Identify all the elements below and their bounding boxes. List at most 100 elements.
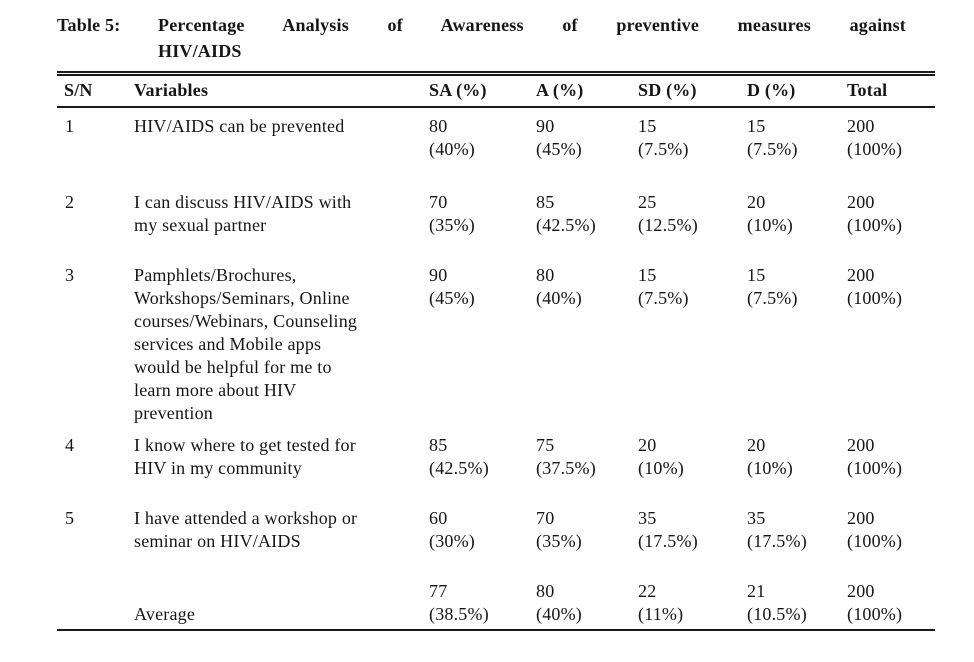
cell-d: 15 (7.5%) — [747, 107, 847, 191]
cell-a: 80 (40%) — [536, 264, 638, 434]
cell-sn: 4 — [57, 434, 134, 507]
variable-line: I have attended a workshop or — [134, 508, 358, 528]
cell-a: 85 (42.5%) — [536, 191, 638, 264]
percent-value: (10%) — [747, 215, 793, 235]
cell-total: 200 (100%) — [847, 507, 935, 580]
variable-line: seminar on HIV/AIDS — [134, 531, 301, 551]
percent-value: (30%) — [429, 531, 475, 551]
percent-value: (17.5%) — [747, 531, 807, 551]
percent-value: (11%) — [638, 604, 684, 624]
variable-line: services and Mobile apps — [134, 334, 322, 354]
count-value: 22 — [638, 581, 657, 601]
cell-a: 80 (40%) — [536, 580, 638, 631]
percent-value: (10.5%) — [747, 604, 807, 624]
cell-sn: 1 — [57, 107, 134, 191]
count-value: 90 — [429, 265, 448, 285]
data-table: S/N Variables SA (%) A (%) SD (%) D (%) … — [57, 71, 935, 631]
variable-line — [134, 580, 429, 603]
count-value: 70 — [536, 508, 555, 528]
variable-line: would be helpful for me to — [134, 357, 332, 377]
count-value: 200 — [847, 192, 875, 212]
table-row-1: 1 HIV/AIDS can be prevented 80 (40%) 90 … — [57, 107, 935, 191]
header-sa: SA (%) — [429, 71, 536, 108]
header-sd: SD (%) — [638, 71, 747, 108]
cell-sn: 2 — [57, 191, 134, 264]
count-value: 15 — [638, 116, 657, 136]
percent-value: (10%) — [638, 458, 684, 478]
percent-value: (7.5%) — [638, 288, 689, 308]
table-caption-line2: HIV/AIDS — [158, 41, 242, 61]
percent-value: (45%) — [536, 139, 582, 159]
cell-d: 20 (10%) — [747, 434, 847, 507]
header-variables: Variables — [134, 71, 429, 108]
variable-line: Workshops/Seminars, Online — [134, 288, 350, 308]
count-value: 35 — [747, 508, 766, 528]
cell-d: 15 (7.5%) — [747, 264, 847, 434]
percent-value: (100%) — [847, 604, 903, 624]
variable-line: Pamphlets/Brochures, — [134, 265, 297, 285]
cell-total: 200 (100%) — [847, 580, 935, 631]
count-value: 200 — [847, 581, 875, 601]
table-caption-title: Percentage Analysis of Awareness of prev… — [158, 12, 906, 64]
count-value: 15 — [638, 265, 657, 285]
cell-a: 75 (37.5%) — [536, 434, 638, 507]
cell-sa: 85 (42.5%) — [429, 434, 536, 507]
header-sn: S/N — [57, 71, 134, 108]
count-value: 77 — [429, 581, 448, 601]
cell-total: 200 (100%) — [847, 107, 935, 191]
percent-value: (17.5%) — [638, 531, 698, 551]
count-value: 200 — [847, 508, 875, 528]
sn-value: 5 — [65, 508, 75, 528]
percent-value: (38.5%) — [429, 604, 489, 624]
sn-value: 3 — [65, 265, 75, 285]
percent-value: (35%) — [429, 215, 475, 235]
cell-d: 35 (17.5%) — [747, 507, 847, 580]
percent-value: (100%) — [847, 531, 903, 551]
percent-value: (7.5%) — [638, 139, 689, 159]
cell-total: 200 (100%) — [847, 434, 935, 507]
count-value: 20 — [747, 192, 766, 212]
count-value: 90 — [536, 116, 555, 136]
variable-line: prevention — [134, 403, 213, 423]
cell-sa: 77 (38.5%) — [429, 580, 536, 631]
cell-variable: HIV/AIDS can be prevented — [134, 107, 429, 191]
count-value: 25 — [638, 192, 657, 212]
header-total: Total — [847, 71, 935, 108]
cell-sd: 35 (17.5%) — [638, 507, 747, 580]
count-value: 20 — [638, 435, 657, 455]
cell-sa: 80 (40%) — [429, 107, 536, 191]
count-value: 35 — [638, 508, 657, 528]
variable-line: courses/Webinars, Counseling — [134, 311, 358, 331]
count-value: 85 — [536, 192, 555, 212]
cell-sn — [57, 580, 134, 631]
table-row-2: 2 I can discuss HIV/AIDS with my sexual … — [57, 191, 935, 264]
count-value: 15 — [747, 265, 766, 285]
cell-sa: 90 (45%) — [429, 264, 536, 434]
variable-line: HIV/AIDS can be prevented — [134, 116, 345, 136]
cell-sd: 25 (12.5%) — [638, 191, 747, 264]
percent-value: (100%) — [847, 215, 903, 235]
cell-a: 70 (35%) — [536, 507, 638, 580]
count-value: 200 — [847, 435, 875, 455]
variable-line: my sexual partner — [134, 215, 267, 235]
percent-value: (100%) — [847, 458, 903, 478]
table-row-4: 4 I know where to get tested for HIV in … — [57, 434, 935, 507]
cell-d: 20 (10%) — [747, 191, 847, 264]
cell-sd: 15 (7.5%) — [638, 264, 747, 434]
table-caption: Table 5: Percentage Analysis of Awarenes… — [57, 12, 907, 64]
variable-line: HIV in my community — [134, 458, 302, 478]
percent-value: (42.5%) — [536, 215, 596, 235]
variable-line: I know where to get tested for — [134, 435, 356, 455]
count-value: 20 — [747, 435, 766, 455]
table-row-average: Average 77 (38.5%) 80 (40%) 22 (11%) 21 … — [57, 580, 935, 631]
variable-line: I can discuss HIV/AIDS with — [134, 192, 352, 212]
percent-value: (10%) — [747, 458, 793, 478]
count-value: 70 — [429, 192, 448, 212]
cell-variable: I know where to get tested for HIV in my… — [134, 434, 429, 507]
header-d: D (%) — [747, 71, 847, 108]
count-value: 15 — [747, 116, 766, 136]
count-value: 200 — [847, 116, 875, 136]
sn-value: 1 — [65, 116, 75, 136]
cell-variable: I can discuss HIV/AIDS with my sexual pa… — [134, 191, 429, 264]
